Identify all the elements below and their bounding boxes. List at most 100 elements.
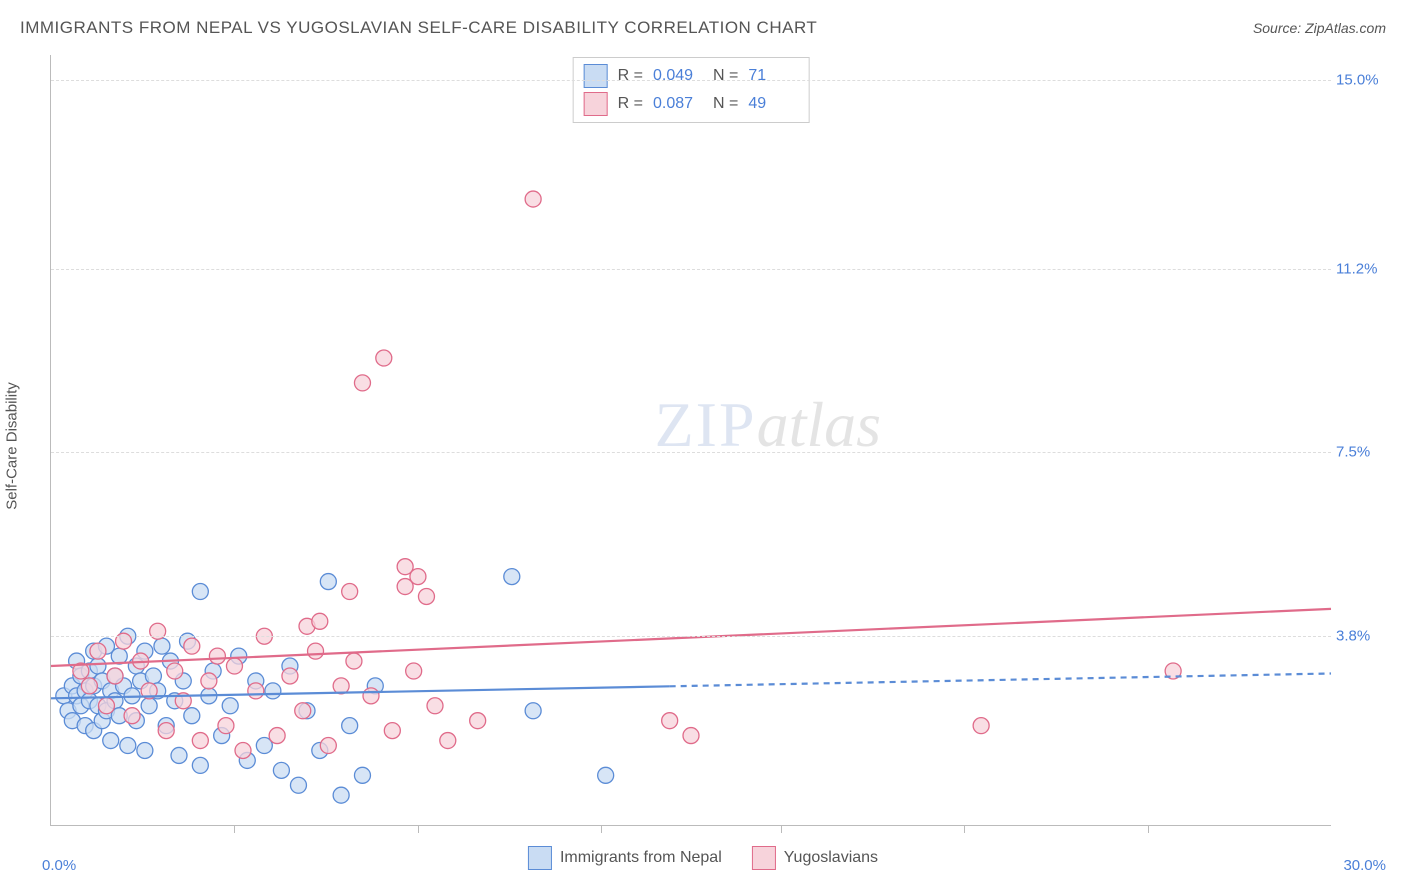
gridline <box>51 269 1331 270</box>
xtick <box>601 825 602 833</box>
ytick-label: 7.5% <box>1336 444 1391 461</box>
data-point <box>333 787 349 803</box>
data-point <box>376 350 392 366</box>
data-point <box>342 584 358 600</box>
data-point <box>98 698 114 714</box>
data-point <box>218 718 234 734</box>
chart-title: IMMIGRANTS FROM NEPAL VS YUGOSLAVIAN SEL… <box>20 18 817 38</box>
data-point <box>90 658 106 674</box>
chart-source: Source: ZipAtlas.com <box>1253 20 1386 36</box>
r-value-yugo: 0.087 <box>653 95 703 113</box>
r-label: R = <box>618 67 643 85</box>
data-point <box>145 668 161 684</box>
data-point <box>141 698 157 714</box>
data-point <box>320 738 336 754</box>
trend-line-extrapolated <box>670 673 1331 686</box>
data-point <box>273 762 289 778</box>
data-point <box>598 767 614 783</box>
data-point <box>290 777 306 793</box>
data-point <box>525 191 541 207</box>
data-point <box>201 673 217 689</box>
xtick <box>234 825 235 833</box>
ytick-label: 3.8% <box>1336 628 1391 645</box>
series-legend: Immigrants from Nepal Yugoslavians <box>528 846 878 870</box>
legend-row-yugo: R = 0.087 N = 49 <box>584 90 799 118</box>
data-point <box>363 688 379 704</box>
gridline <box>51 80 1331 81</box>
data-point <box>192 733 208 749</box>
n-label: N = <box>713 67 738 85</box>
gridline <box>51 452 1331 453</box>
data-point <box>124 708 140 724</box>
data-point <box>184 708 200 724</box>
data-point <box>103 733 119 749</box>
data-point <box>525 703 541 719</box>
data-point <box>312 613 328 629</box>
data-point <box>226 658 242 674</box>
xtick <box>964 825 965 833</box>
scatter-svg <box>51 55 1331 825</box>
data-point <box>973 718 989 734</box>
data-point <box>120 738 136 754</box>
data-point <box>346 653 362 669</box>
data-point <box>90 643 106 659</box>
gridline <box>51 636 1331 637</box>
data-point <box>470 713 486 729</box>
plot-area: R = 0.049 N = 71 R = 0.087 N = 49 ZIPatl… <box>50 55 1331 826</box>
data-point <box>683 728 699 744</box>
data-point <box>158 723 174 739</box>
y-axis-label: Self-Care Disability <box>4 382 21 510</box>
trend-line <box>51 609 1331 666</box>
data-point <box>192 757 208 773</box>
xtick <box>418 825 419 833</box>
data-point <box>184 638 200 654</box>
n-value-nepal: 71 <box>748 67 798 85</box>
data-point <box>154 638 170 654</box>
swatch-yugo <box>584 92 608 116</box>
data-point <box>308 643 324 659</box>
series-label-yugo: Yugoslavians <box>784 849 878 867</box>
n-label: N = <box>713 95 738 113</box>
data-point <box>282 668 298 684</box>
data-point <box>406 663 422 679</box>
data-point <box>295 703 311 719</box>
data-point <box>354 767 370 783</box>
data-point <box>167 663 183 679</box>
data-point <box>222 698 238 714</box>
data-point <box>209 648 225 664</box>
series-label-nepal: Immigrants from Nepal <box>560 849 722 867</box>
x-axis-max: 30.0% <box>1343 857 1386 874</box>
data-point <box>440 733 456 749</box>
data-point <box>384 723 400 739</box>
data-point <box>235 742 251 758</box>
swatch-nepal <box>528 846 552 870</box>
data-point <box>662 713 678 729</box>
data-point <box>248 683 264 699</box>
ytick-label: 15.0% <box>1336 71 1391 88</box>
data-point <box>504 569 520 585</box>
swatch-nepal <box>584 64 608 88</box>
xtick <box>1148 825 1149 833</box>
data-point <box>354 375 370 391</box>
data-point <box>171 747 187 763</box>
swatch-yugo <box>752 846 776 870</box>
x-axis-min: 0.0% <box>42 857 76 874</box>
legend-item-nepal: Immigrants from Nepal <box>528 846 722 870</box>
r-label: R = <box>618 95 643 113</box>
legend-row-nepal: R = 0.049 N = 71 <box>584 62 799 90</box>
data-point <box>427 698 443 714</box>
data-point <box>137 742 153 758</box>
data-point <box>192 584 208 600</box>
legend-item-yugo: Yugoslavians <box>752 846 878 870</box>
correlation-legend: R = 0.049 N = 71 R = 0.087 N = 49 <box>573 57 810 123</box>
xtick <box>781 825 782 833</box>
n-value-yugo: 49 <box>748 95 798 113</box>
data-point <box>265 683 281 699</box>
data-point <box>410 569 426 585</box>
ytick-label: 11.2% <box>1336 260 1391 277</box>
data-point <box>81 678 97 694</box>
data-point <box>269 728 285 744</box>
data-point <box>342 718 358 734</box>
data-point <box>320 574 336 590</box>
r-value-nepal: 0.049 <box>653 67 703 85</box>
